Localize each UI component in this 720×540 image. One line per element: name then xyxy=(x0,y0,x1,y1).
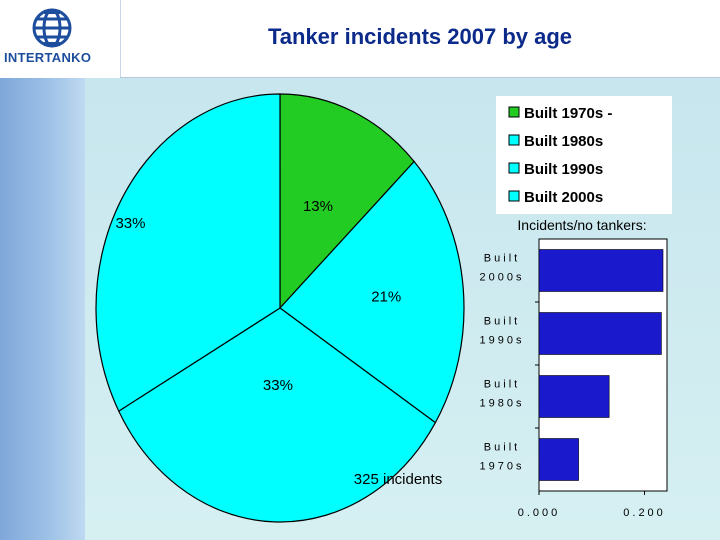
legend-label: Built 1990s xyxy=(524,161,603,178)
pie-slice xyxy=(95,93,281,412)
legend-label: Built 1970s - xyxy=(524,105,612,122)
left-sidebar-gradient xyxy=(0,78,85,540)
bar-chart: Incidents/no tankers: Built 2000s Built 1990… xyxy=(480,217,668,519)
legend-label: Built 1980s xyxy=(524,133,603,150)
pie-slice xyxy=(117,307,437,523)
bar-category-label-line2: 1990s xyxy=(480,335,525,347)
legend-swatch xyxy=(508,106,520,118)
page-title: Tanker incidents 2007 by age xyxy=(267,24,573,49)
bar-category-label-line2: 1980s xyxy=(480,398,525,410)
legend-swatch xyxy=(508,134,520,146)
legend-swatch xyxy=(508,162,520,174)
pie-slice xyxy=(279,160,465,424)
bar-category-label-line1: Built xyxy=(484,442,520,454)
bar xyxy=(538,375,610,418)
pie-slice-label: 33% xyxy=(263,377,293,394)
bar-category-label-line1: Built xyxy=(484,379,520,391)
x-tick-label: 0.000 xyxy=(518,507,561,519)
header-divider xyxy=(120,77,720,78)
bar xyxy=(538,438,579,481)
bar-category-label-line2: 1970s xyxy=(480,461,525,473)
bar-category-label-line1: Built xyxy=(484,253,520,265)
bar-category-label-line1: Built xyxy=(484,316,520,328)
incident-count-annotation: 325 incidents xyxy=(354,471,442,488)
pie-legend: Built 1970s - Built 1980s Built 1990s Built… xyxy=(496,96,672,214)
bar xyxy=(538,249,664,292)
legend-box xyxy=(496,96,672,214)
bar xyxy=(538,312,662,355)
intertanko-logo: INTERTANKO xyxy=(0,0,121,78)
bar-category-label-line2: 2000s xyxy=(480,272,525,284)
header: INTERTANKO Tanker incidents 2007 by age xyxy=(0,0,720,78)
pie-slice-label: 33% xyxy=(115,215,145,232)
pie-chart: 13% 21% 33% 33% 325 incidents xyxy=(95,93,465,523)
x-tick-label: 0.200 xyxy=(623,507,666,519)
legend-swatch xyxy=(508,190,520,202)
legend-label: Built 2000s xyxy=(524,189,603,206)
logo-text: INTERTANKO xyxy=(4,50,92,65)
pie-slice-label: 21% xyxy=(371,288,401,305)
bar-chart-title: Incidents/no tankers: xyxy=(517,217,646,233)
pie-slice-label: 13% xyxy=(303,198,333,215)
globe-icon xyxy=(32,8,72,48)
pie-slice xyxy=(279,93,415,310)
